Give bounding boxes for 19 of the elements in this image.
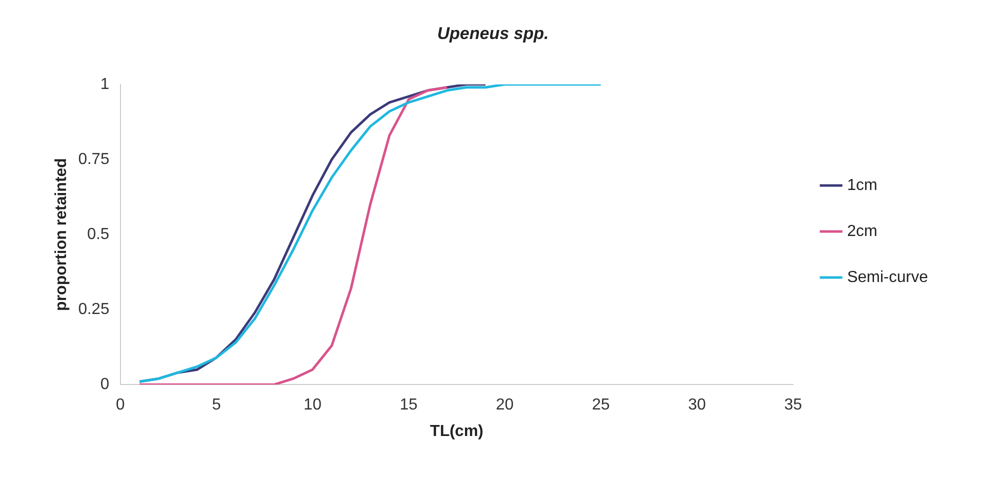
x-tick-label: 30: [688, 396, 706, 414]
legend-label: 1cm: [847, 176, 878, 194]
x-tick-label: 25: [592, 396, 610, 414]
y-tick-label: 0.5: [87, 226, 110, 243]
chart-title: Upeneus spp.: [437, 24, 549, 43]
y-axis-title: proportion retainted: [53, 158, 70, 311]
y-tick-label: 0: [100, 376, 110, 394]
x-axis-title: TL(cm): [430, 422, 484, 440]
legend-label: Semi-curve: [847, 268, 928, 286]
legend-label: 2cm: [847, 222, 878, 240]
x-tick-label: 20: [496, 396, 514, 414]
x-tick-label: 10: [304, 396, 322, 414]
y-tick-label: 0.25: [78, 300, 110, 318]
x-tick-label: 35: [784, 396, 802, 414]
x-tick-label: 5: [212, 396, 221, 414]
y-tick-label: 0.75: [78, 150, 110, 168]
x-tick-label: 15: [400, 396, 418, 414]
y-tick-label: 1: [100, 76, 110, 93]
x-tick-label: 0: [116, 396, 125, 414]
